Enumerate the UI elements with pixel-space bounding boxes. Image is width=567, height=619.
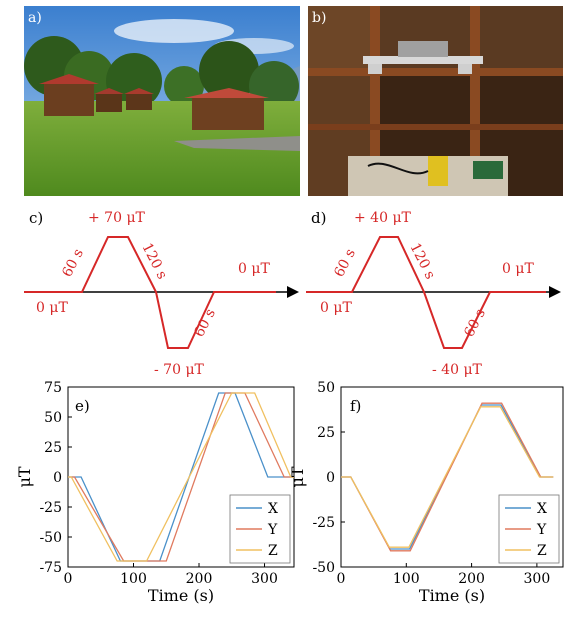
- waveform-c-end-label: 0 μT: [238, 261, 270, 277]
- panel-label-d: d): [311, 209, 326, 227]
- panel-label-b: b): [312, 10, 327, 26]
- waveform-c-svg: c) + 70 μT 0 μT 0 μT 60 s 120 s 60 s - 7…: [24, 209, 299, 378]
- legend-label: Y: [267, 522, 278, 538]
- y-tick-label: 75: [44, 380, 62, 396]
- series-line-z: [68, 392, 294, 562]
- waveform-diagram-d: d) + 40 μT 0 μT 0 μT 60 s 120 s 60 s - 4…: [306, 200, 564, 380]
- y-tick-label: 0: [53, 470, 62, 486]
- waveform-d-svg: d) + 40 μT 0 μT 0 μT 60 s 120 s 60 s - 4…: [306, 209, 561, 378]
- waveform-c-bottom-label: - 70 μT: [154, 362, 205, 378]
- waveform-c-ramp-down-label: 60 s: [191, 306, 219, 340]
- x-axis-label: Time (s): [419, 586, 485, 605]
- panel-label-f: f): [350, 397, 361, 415]
- y-tick-label: 50: [44, 410, 62, 426]
- lab-illustration: [308, 6, 563, 196]
- y-tick-label: 0: [326, 470, 335, 486]
- y-tick-label: 25: [317, 425, 335, 441]
- x-tick-label: 200: [186, 571, 213, 587]
- legend-label: X: [537, 501, 547, 517]
- x-tick-label: 200: [458, 571, 485, 587]
- legend-label: Z: [537, 543, 547, 559]
- waveform-diagram-c: c) + 70 μT 0 μT 0 μT 60 s 120 s 60 s - 7…: [24, 200, 300, 380]
- x-tick-label: 300: [524, 571, 551, 587]
- x-tick-label: 0: [337, 571, 346, 587]
- y-tick-label: -50: [39, 530, 62, 546]
- series-line-z: [341, 406, 554, 548]
- x-tick-label: 0: [64, 571, 73, 587]
- waveform-c-ramp-up-label: 60 s: [59, 246, 87, 280]
- chart-f: f) 50 25 0 -25 -50 0 100 200 300 Time (s) μT X Y Z: [286, 378, 567, 615]
- waveform-c-top-label: + 70 μT: [88, 210, 146, 226]
- waveform-d-end-label: 0 μT: [502, 261, 534, 277]
- x-axis-label: Time (s): [148, 586, 214, 605]
- y-tick-label: 25: [44, 440, 62, 456]
- x-tick-label: 100: [120, 571, 147, 587]
- waveform-d-ramp-up-label: 60 s: [331, 246, 359, 280]
- panel-label-e: e): [75, 397, 90, 415]
- waveform-d-top-label: + 40 μT: [354, 210, 412, 226]
- y-axis-label: μT: [288, 466, 307, 487]
- y-tick-label: 50: [317, 380, 335, 396]
- y-tick-label: -25: [39, 500, 62, 516]
- waveform-c-line: [24, 236, 276, 349]
- chart-e: e) 75 50 25 0 -25 -50 -75 0 100 200 300 Time (s) μT X…: [0, 378, 296, 615]
- waveform-d-ramp-down-label: 60 s: [461, 306, 489, 340]
- landscape-illustration: [24, 6, 300, 196]
- y-axis-label: μT: [15, 466, 34, 487]
- photo-a-landscape: a): [24, 6, 300, 196]
- legend-label: X: [268, 501, 278, 517]
- x-tick-label: 300: [251, 571, 278, 587]
- panel-label-a: a): [28, 10, 42, 26]
- photo-b-lab-setup: b): [308, 6, 563, 196]
- legend-label: Z: [268, 543, 278, 559]
- waveform-d-line: [306, 236, 546, 349]
- series-line-y: [68, 392, 294, 562]
- waveform-d-hold-label: 120 s: [406, 241, 438, 282]
- x-tick-label: 100: [393, 571, 420, 587]
- y-tick-label: -25: [312, 515, 335, 531]
- waveform-c-start-label: 0 μT: [36, 300, 68, 316]
- waveform-d-start-label: 0 μT: [320, 300, 352, 316]
- waveform-d-bottom-label: - 40 μT: [432, 362, 483, 378]
- waveform-c-hold-label: 120 s: [138, 241, 170, 282]
- legend-label: Y: [536, 522, 547, 538]
- y-tick-label: -50: [312, 560, 335, 576]
- y-tick-label: -75: [39, 560, 62, 576]
- panel-label-c: c): [29, 209, 43, 227]
